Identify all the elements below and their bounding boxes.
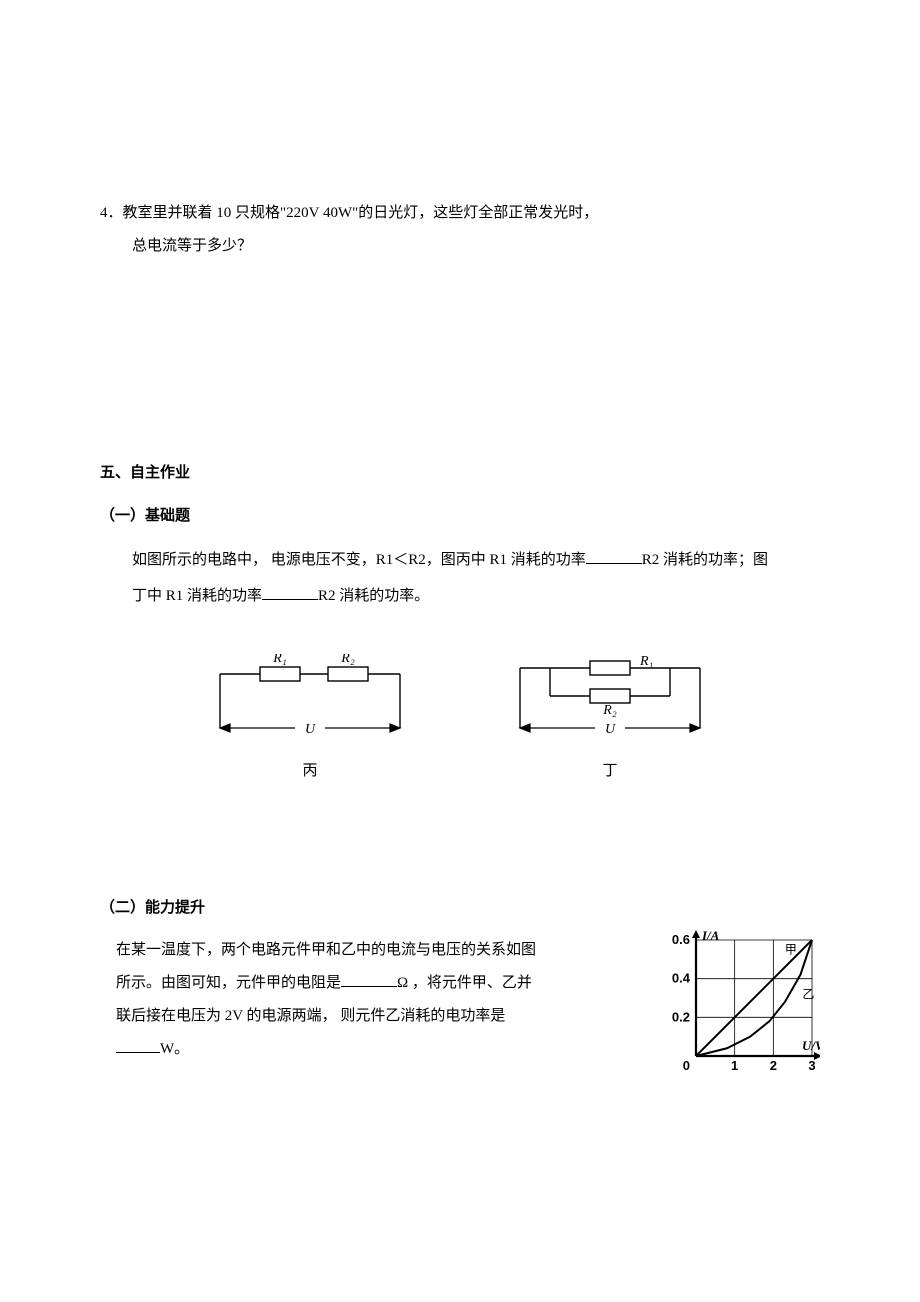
question-4: 4．教室里并联着 10 只规格"220V 40W"的日光灯，这些灯全部正常发光时… <box>100 200 820 260</box>
svg-text:2: 2 <box>770 1058 777 1073</box>
bing-r1-label: R₁ <box>272 654 286 666</box>
circuit-ding: R₁ R₂ U 丁 <box>500 654 720 785</box>
circuit-bing: R₁ R₂ U 丙 <box>200 654 420 785</box>
ability-text: 在某一温度下，两个电路元件甲和乙中的电流与电压的关系如图 所示。由图可知，元件甲… <box>116 934 642 1066</box>
p2-seg-e: W。 <box>160 1041 189 1057</box>
q4-text1: 教室里并联着 10 只规格"220V 40W"的日光灯，这些灯全部正常发光时， <box>123 205 599 221</box>
iv-chart-svg: 1 2 3 0.2 0.4 0.6 0 I/A U/V 甲乙 <box>660 928 820 1078</box>
svg-text:0.2: 0.2 <box>672 1009 690 1024</box>
blank-4 <box>116 1037 160 1054</box>
q4-line2: 总电流等于多少？ <box>100 233 820 260</box>
p2-seg-d: 联后接在电压为 2V 的电源两端， 则元件乙消耗的电功率是 <box>116 1008 505 1024</box>
p2-seg-c: Ω ，将元件甲、乙并 <box>397 975 532 991</box>
svg-text:乙: 乙 <box>802 987 814 1001</box>
svg-text:甲: 甲 <box>785 943 797 957</box>
blank-1 <box>586 548 642 565</box>
part1-seg-d: R2 消耗的功率。 <box>318 588 429 604</box>
svg-text:3: 3 <box>808 1058 815 1073</box>
svg-text:0.4: 0.4 <box>672 971 691 986</box>
part1-title: （一）基础题 <box>100 503 820 530</box>
ding-u-label: U <box>605 722 616 737</box>
circuit-ding-svg: R₁ R₂ U <box>500 654 720 754</box>
ability-body: 在某一温度下，两个电路元件甲和乙中的电流与电压的关系如图 所示。由图可知，元件甲… <box>100 934 820 1088</box>
ding-r1-label: R₁ <box>639 654 653 669</box>
bing-r2-label: R₂ <box>340 654 355 666</box>
part1-seg-b: R2 消耗的功率；图 <box>642 552 768 568</box>
svg-text:I/A: I/A <box>701 928 720 943</box>
part1-body: 如图所示的电路中， 电源电压不变，R1＜R2，图丙中 R1 消耗的功率 R2 消耗… <box>100 542 820 614</box>
iv-chart: 1 2 3 0.2 0.4 0.6 0 I/A U/V 甲乙 <box>660 928 820 1088</box>
circuit-diagrams-row: R₁ R₂ U 丙 <box>100 654 820 785</box>
part2-title: （二）能力提升 <box>100 895 820 922</box>
p2-seg-a: 在某一温度下，两个电路元件甲和乙中的电流与电压的关系如图 <box>116 942 536 958</box>
ability-section: （二）能力提升 在某一温度下，两个电路元件甲和乙中的电流与电压的关系如图 所示。… <box>100 895 820 1088</box>
section5-title: 五、自主作业 <box>100 460 820 487</box>
blank-2 <box>262 584 318 601</box>
part1-seg-c: 丁中 R1 消耗的功率 <box>132 588 262 604</box>
q4-line1: 4．教室里并联着 10 只规格"220V 40W"的日光灯，这些灯全部正常发光时… <box>100 200 820 227</box>
circuit-ding-label: 丁 <box>602 758 617 785</box>
svg-text:0: 0 <box>683 1058 690 1073</box>
p2-seg-b: 所示。由图可知，元件甲的电阻是 <box>116 975 341 991</box>
circuit-bing-svg: R₁ R₂ U <box>200 654 420 754</box>
circuit-bing-label: 丙 <box>302 758 317 785</box>
ding-r2-label: R₂ <box>602 703 617 718</box>
svg-text:0.6: 0.6 <box>672 932 690 947</box>
bing-u-label: U <box>305 722 316 737</box>
blank-3 <box>341 971 397 988</box>
svg-text:U/V: U/V <box>802 1038 820 1053</box>
svg-text:1: 1 <box>731 1058 738 1073</box>
part1-seg-a: 如图所示的电路中， 电源电压不变，R1＜R2，图丙中 R1 消耗的功率 <box>132 552 586 568</box>
q4-number: 4． <box>100 205 123 221</box>
